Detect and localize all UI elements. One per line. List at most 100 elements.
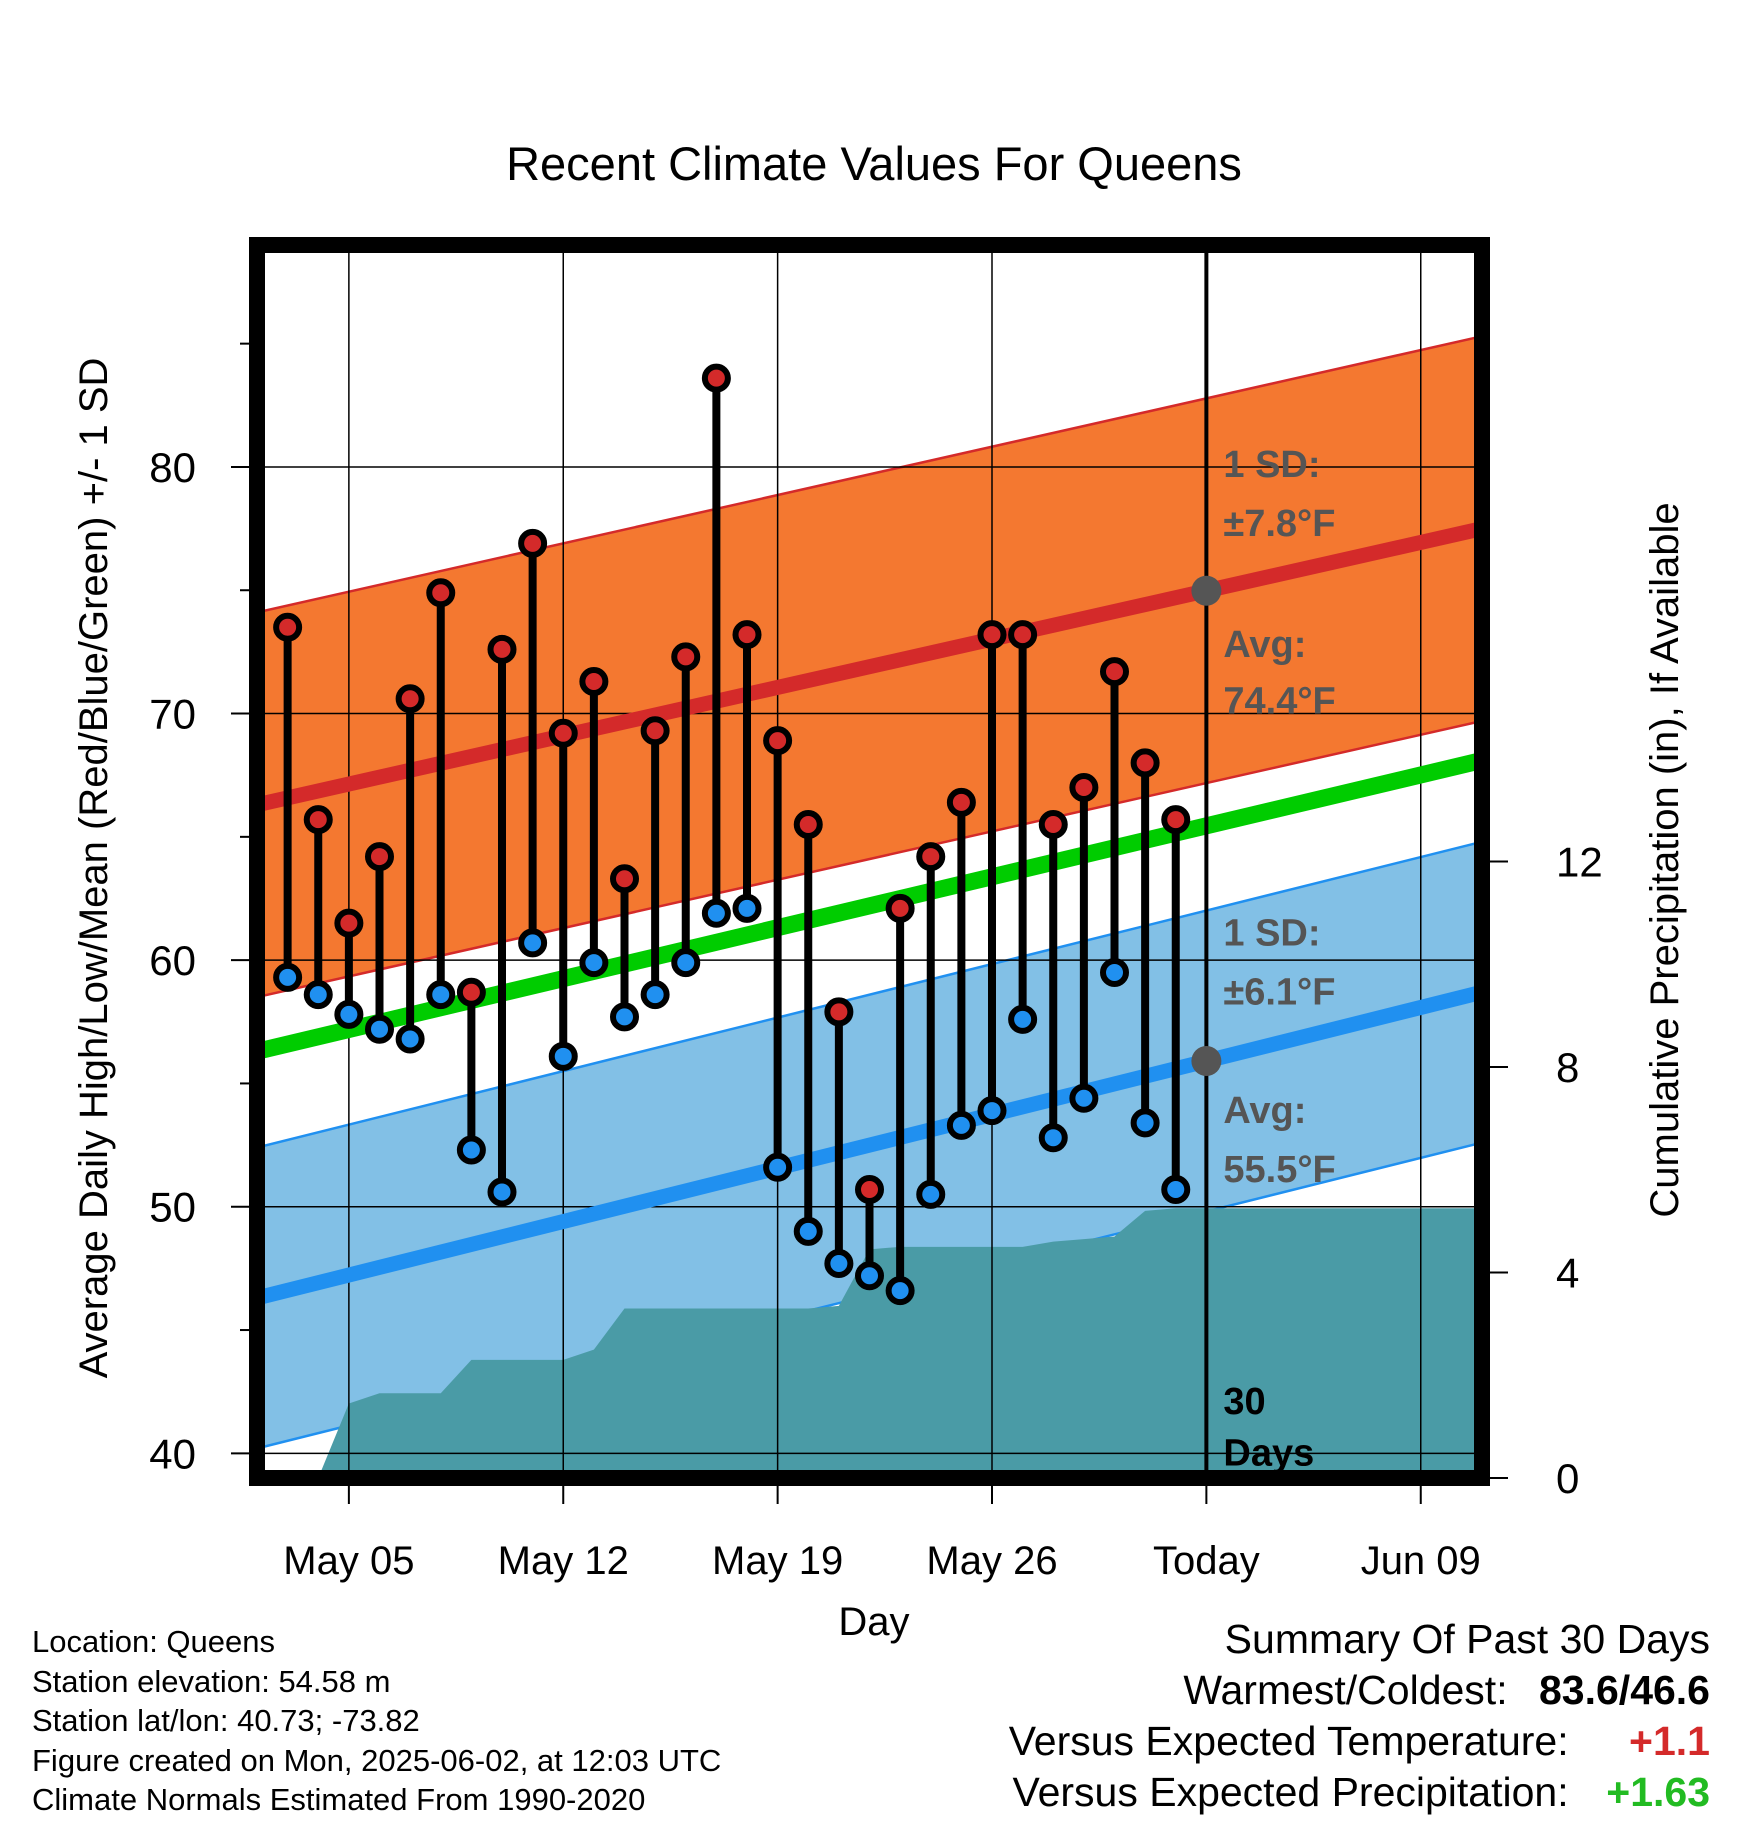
high-point	[1161, 805, 1191, 835]
low-point	[1100, 957, 1129, 987]
low-point	[824, 1248, 854, 1278]
high-point	[1130, 748, 1160, 778]
low-point	[365, 1014, 394, 1044]
low-point	[334, 999, 364, 1029]
low-point	[855, 1261, 884, 1291]
y-tick-label: 60	[149, 937, 196, 984]
low-point	[610, 1002, 639, 1032]
annotation: 1 SD:	[1223, 444, 1320, 486]
warm-cold-label: Warmest/Coldest:	[1183, 1667, 1508, 1713]
temp-label: Versus Expected Temperature:	[1008, 1718, 1569, 1764]
high-avg-marker	[1191, 575, 1222, 606]
low-avg-line	[257, 984, 1482, 1306]
chart-title: Recent Climate Values For Queens	[506, 137, 1242, 190]
y-tick-label: 50	[149, 1184, 196, 1231]
high-point	[640, 716, 670, 746]
high-point	[518, 528, 548, 558]
high-point	[824, 997, 854, 1027]
temp-row: Versus Expected Temperature: +1.1	[1009, 1716, 1710, 1767]
low-point	[885, 1276, 915, 1306]
x-tick-label: May 26	[926, 1539, 1057, 1583]
low-point	[518, 928, 548, 958]
high-point	[395, 684, 425, 714]
high-avg-line	[257, 521, 1482, 813]
annotation: 30	[1223, 1381, 1265, 1423]
low-point	[1069, 1083, 1099, 1113]
station-info: Location: Queens Station elevation: 54.5…	[32, 1622, 721, 1820]
summary-heading: Summary Of Past 30 Days	[1224, 1616, 1710, 1662]
annotation: 55.5°F	[1223, 1149, 1335, 1191]
low-point	[273, 962, 303, 992]
normals-text: Climate Normals Estimated From 1990-2020	[32, 1782, 646, 1817]
high-point	[1038, 810, 1068, 840]
low-avg-marker	[1191, 1045, 1222, 1076]
low-point	[487, 1177, 517, 1207]
low-point	[395, 1024, 425, 1054]
low-point	[426, 980, 456, 1010]
x-tick-label: Today	[1153, 1539, 1260, 1583]
location-text: Location: Queens	[32, 1624, 276, 1659]
high-point	[977, 620, 1007, 650]
annotation: ±7.8°F	[1223, 503, 1335, 545]
y2-tick-label: 0	[1556, 1455, 1579, 1502]
high-point	[671, 642, 701, 672]
high-point	[548, 718, 578, 748]
high-point	[334, 908, 364, 938]
low-point	[303, 980, 333, 1010]
plot-area: 1 SD: ±7.8°F Avg: 74.4°F 1 SD: ±6.1°F Avg: 55.5…	[149, 237, 1603, 1583]
temp-value: +1.1	[1629, 1718, 1710, 1764]
y2-tick-label: 4	[1556, 1250, 1579, 1297]
x-tick-label: May 19	[712, 1539, 843, 1583]
y-tick-label: 40	[149, 1430, 196, 1477]
high-point	[610, 864, 639, 894]
precip-label: Versus Expected Precipitation:	[1012, 1769, 1569, 1815]
low-point	[640, 980, 670, 1010]
mean-avg-line	[257, 752, 1482, 1060]
low-point	[701, 898, 731, 928]
high-point	[1100, 657, 1129, 687]
y2-axis-label: Cumulative Precipitation (in), If Availa…	[1643, 502, 1687, 1217]
annotation: ±6.1°F	[1223, 972, 1335, 1014]
high-point	[273, 612, 303, 642]
low-point	[1038, 1123, 1068, 1153]
x-tick-label: Jun 09	[1361, 1539, 1481, 1583]
created-text: Figure created on Mon, 2025-06-02, at 12…	[32, 1742, 722, 1778]
low-point	[548, 1041, 578, 1071]
warm-cold-row: Warmest/Coldest: 83.6/46.6	[1009, 1665, 1710, 1716]
y2-tick-label: 12	[1556, 839, 1603, 886]
high-point	[487, 634, 517, 664]
high-point	[763, 726, 793, 756]
precip-row: Versus Expected Precipitation: +1.63	[1009, 1767, 1711, 1818]
high-point	[885, 893, 915, 923]
low-point	[916, 1179, 946, 1209]
x-axis-label: Day	[838, 1600, 909, 1644]
low-point	[671, 948, 701, 978]
low-point	[732, 893, 762, 923]
low-point	[456, 1135, 486, 1165]
high-point	[365, 842, 394, 872]
precip-value: +1.63	[1606, 1769, 1710, 1815]
high-point	[456, 977, 486, 1007]
x-tick-label: May 05	[283, 1539, 414, 1583]
high-point	[426, 578, 456, 608]
high-point	[303, 805, 333, 835]
plot-frame	[249, 237, 1490, 1486]
annotation: Avg:	[1223, 1090, 1306, 1132]
high-point	[946, 787, 976, 817]
low-point	[1008, 1004, 1038, 1034]
elevation-text: Station elevation: 54.58 m	[32, 1663, 391, 1699]
low-point	[793, 1216, 823, 1246]
annotation: Days	[1223, 1433, 1314, 1475]
latlon-text: Station lat/lon: 40.73; -73.82	[32, 1703, 420, 1738]
high-point	[1008, 620, 1038, 650]
high-point	[855, 1174, 884, 1204]
y-axis-label: Average Daily High/Low/Mean (Red/Blue/Gr…	[72, 358, 116, 1379]
high-point	[793, 810, 823, 840]
annotation: 1 SD:	[1223, 912, 1320, 954]
y-tick-label: 80	[149, 444, 196, 491]
low-point	[977, 1096, 1007, 1126]
y2-tick-label: 8	[1556, 1044, 1579, 1091]
plot-content: 1 SD: ±7.8°F Avg: 74.4°F 1 SD: ±6.1°F Avg: 55.5…	[257, 245, 1482, 1478]
low-point	[946, 1110, 976, 1140]
